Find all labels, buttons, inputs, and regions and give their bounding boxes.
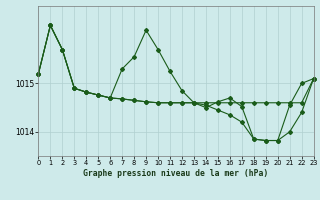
X-axis label: Graphe pression niveau de la mer (hPa): Graphe pression niveau de la mer (hPa) [84,169,268,178]
